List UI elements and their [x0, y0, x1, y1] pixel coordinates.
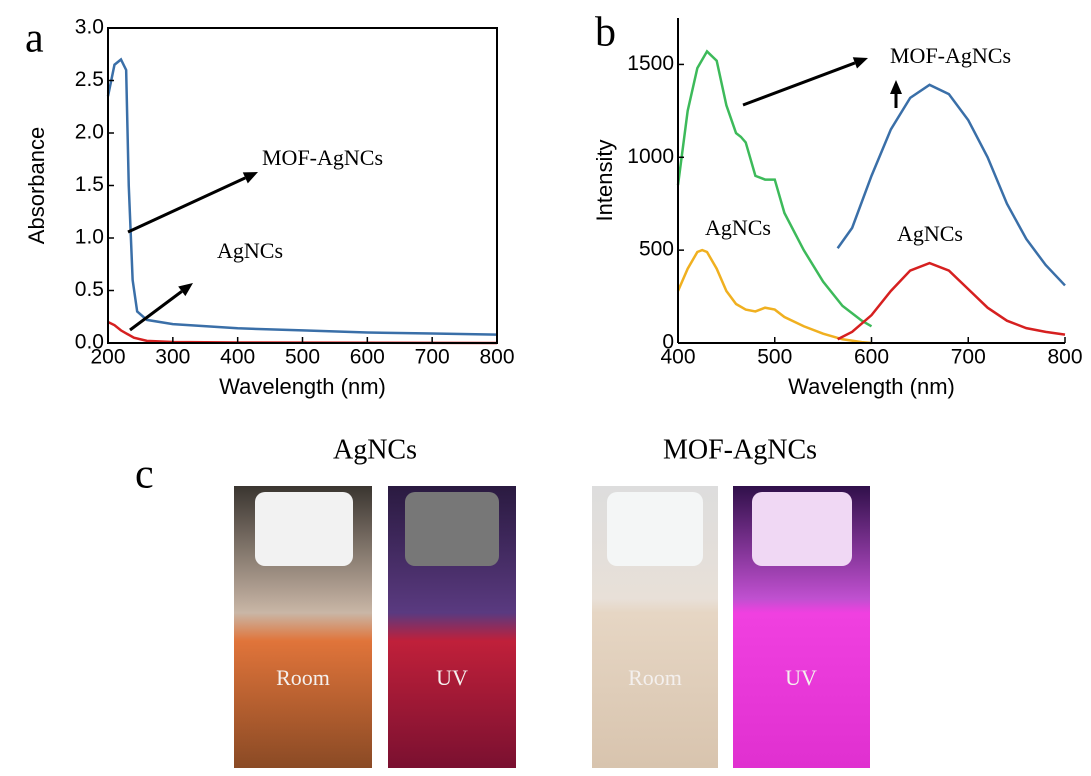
photo-group-title: MOF-AgNCs	[663, 434, 817, 465]
data-line	[838, 263, 1065, 339]
panel-letter: c	[135, 452, 154, 498]
x-tick-label: 800	[1047, 346, 1082, 369]
y-tick-label: 0	[662, 331, 674, 354]
x-tick-label: 300	[155, 346, 190, 369]
vial-cap	[752, 492, 852, 566]
figure: 2003004005006007008000.00.51.01.52.02.53…	[0, 0, 1091, 776]
annotation: AgNCs	[705, 215, 771, 240]
data-line	[108, 60, 497, 335]
y-tick-label: 1000	[627, 145, 674, 168]
y-tick-label: 2.5	[75, 68, 104, 91]
annotation: MOF-AgNCs	[890, 43, 1011, 68]
y-tick-label: 2.0	[75, 121, 104, 144]
x-tick-label: 700	[951, 346, 986, 369]
vial-label: UV	[436, 665, 468, 690]
x-axis-label: Wavelength (nm)	[219, 374, 386, 399]
vial-label: Room	[628, 665, 682, 690]
y-tick-label: 3.0	[75, 16, 104, 39]
photo-group-title: AgNCs	[333, 434, 417, 465]
arrow	[743, 63, 855, 105]
y-axis-label: Absorbance	[24, 127, 49, 244]
x-tick-label: 500	[757, 346, 792, 369]
panel-letter: a	[25, 16, 44, 62]
y-tick-label: 500	[639, 238, 674, 261]
vial-label: UV	[785, 665, 817, 690]
data-line	[838, 85, 1065, 286]
data-line	[678, 250, 872, 343]
y-axis-label: Intensity	[592, 140, 617, 222]
y-tick-label: 1500	[627, 52, 674, 75]
y-tick-label: 1.5	[75, 173, 104, 196]
photo-panel	[234, 486, 870, 768]
arrow	[128, 178, 245, 232]
annotation: AgNCs	[897, 221, 963, 246]
vial-cap	[405, 492, 499, 566]
annotation: AgNCs	[217, 238, 283, 263]
x-tick-label: 600	[854, 346, 889, 369]
y-tick-label: 1.0	[75, 226, 104, 249]
y-tick-label: 0.5	[75, 278, 104, 301]
x-tick-label: 700	[415, 346, 450, 369]
arrow-head	[853, 57, 868, 68]
x-tick-label: 400	[220, 346, 255, 369]
annotation: MOF-AgNCs	[262, 145, 383, 170]
y-tick-label: 0.0	[75, 331, 104, 354]
vial-cap	[255, 492, 353, 566]
arrow-head	[890, 80, 902, 94]
vial-cap	[607, 492, 703, 566]
x-axis-label: Wavelength (nm)	[788, 374, 955, 399]
plot-frame	[108, 28, 497, 343]
panel-letter: b	[595, 10, 616, 56]
vial-label: Room	[276, 665, 330, 690]
x-tick-label: 500	[285, 346, 320, 369]
x-tick-label: 600	[350, 346, 385, 369]
x-tick-label: 800	[479, 346, 514, 369]
